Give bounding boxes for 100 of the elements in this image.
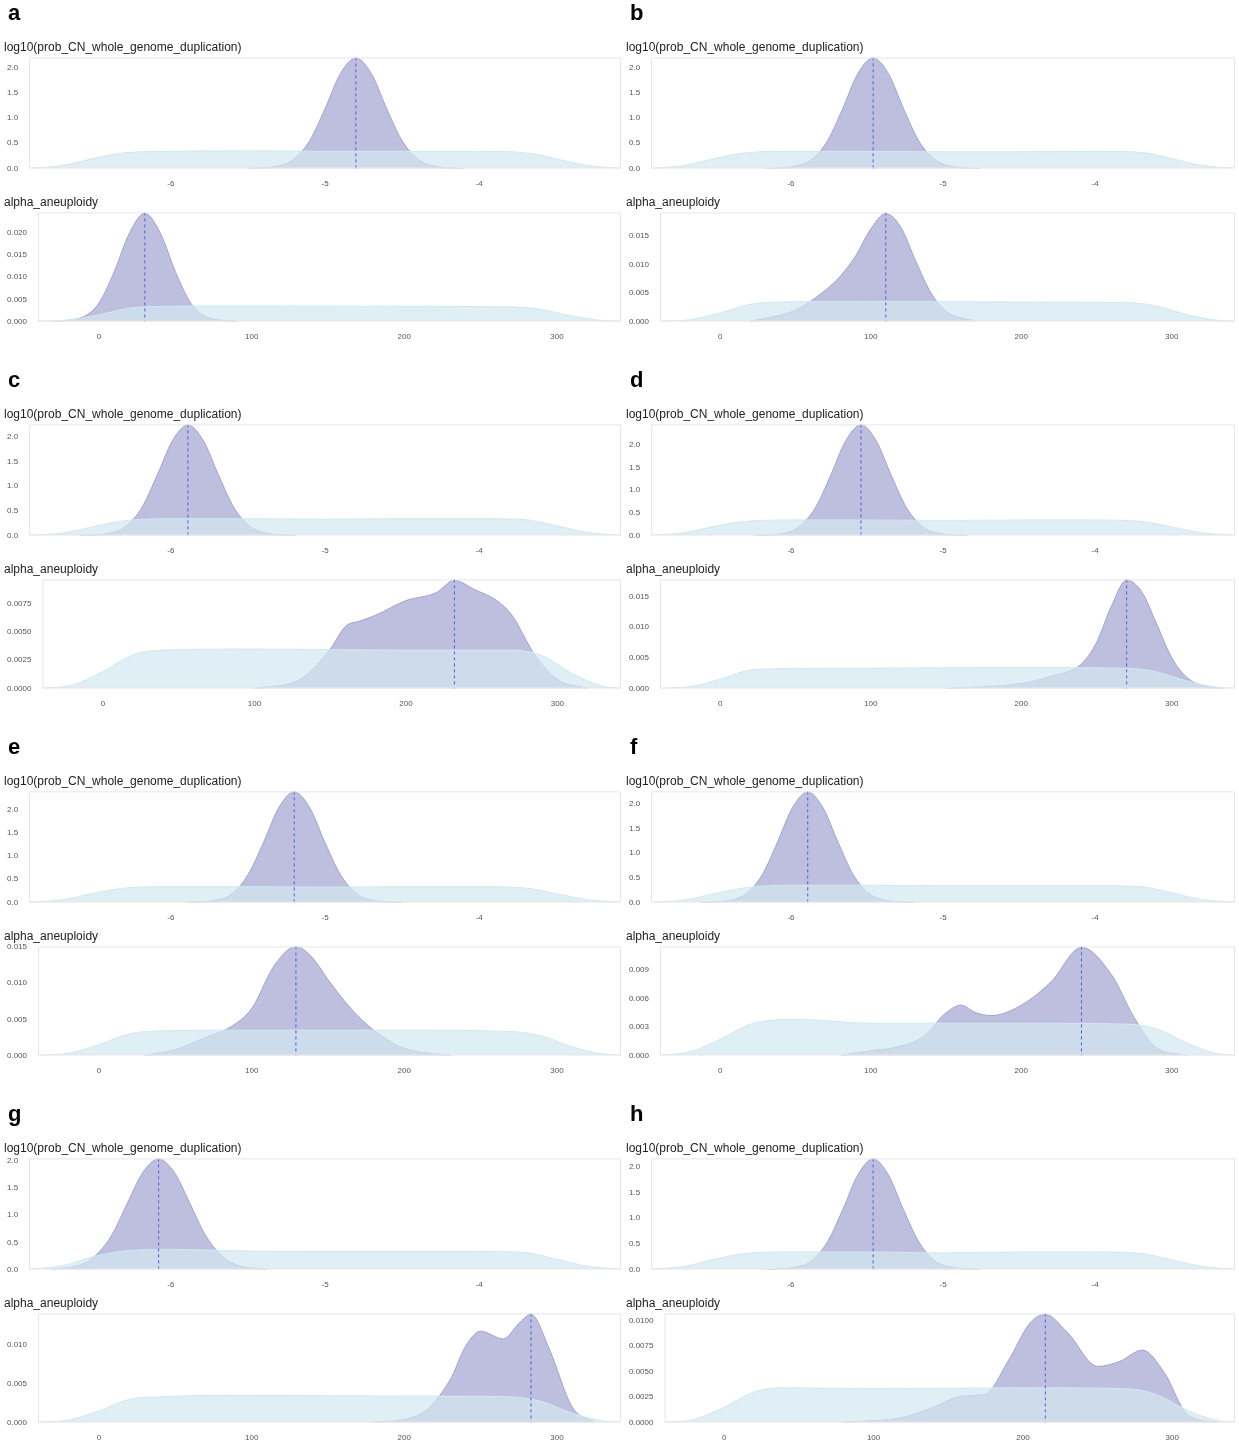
y-tick-label: 1.0 [629, 1213, 641, 1223]
y-tick-label: 0.006 [628, 993, 650, 1003]
y-tick-label: 0.005 [628, 652, 650, 662]
x-tick-label: 0 [718, 332, 723, 342]
x-tick-label: 200 [1014, 332, 1029, 342]
chart-title: alpha_aneuploidy [626, 194, 721, 209]
y-tick-label: 2.0 [629, 799, 641, 809]
text: g [8, 1101, 22, 1127]
text: e [8, 734, 21, 760]
x-tick-label: 300 [1165, 699, 1179, 709]
y-tick-label: 0.5 [629, 507, 641, 517]
y-tick-label: 0.0075 [629, 1341, 655, 1351]
x-tick-label: 300 [550, 1066, 565, 1076]
chart-title: log10(prob_CN_whole_genome_duplication) [4, 773, 242, 788]
y-tick-label: 0.015 [628, 591, 650, 601]
y-tick-label: 0.0000 [629, 1417, 655, 1427]
x-tick-label: -5 [939, 913, 948, 923]
x-tick-label: 300 [550, 332, 565, 342]
chart-title: log10(prob_CN_whole_genome_duplication) [4, 39, 242, 54]
x-tick-label: 0 [96, 1433, 102, 1441]
x-tick-label: 300 [550, 1433, 565, 1441]
x-tick-label: -6 [167, 179, 176, 189]
y-tick-label: 0.0025 [629, 1392, 655, 1402]
x-tick-label: 0 [718, 1066, 723, 1076]
x-tick-label: 200 [1014, 699, 1029, 709]
x-tick-label: 300 [1165, 332, 1179, 342]
x-tick-label: 200 [397, 332, 412, 342]
x-tick-label: -4 [475, 179, 484, 189]
x-tick-label: 0 [96, 1066, 102, 1076]
text: f [630, 734, 638, 760]
y-tick-label: 0.0 [7, 1264, 19, 1274]
y-tick-label: 0.009 [628, 965, 650, 975]
x-tick-label: 0 [100, 699, 106, 709]
y-tick-label: 0.5 [7, 1237, 19, 1247]
y-tick-label: 2.0 [629, 1161, 641, 1171]
x-tick-label: 200 [397, 1433, 412, 1441]
chart-title: alpha_aneuploidy [4, 1295, 99, 1310]
y-tick-label: 0.005 [6, 1378, 28, 1388]
y-tick-label: 0.000 [628, 1050, 650, 1060]
x-tick-label: 100 [247, 699, 262, 709]
x-tick-label: -4 [475, 913, 484, 923]
y-tick-label: 0.000 [6, 1417, 28, 1427]
y-tick-label: 0.015 [628, 231, 650, 240]
y-tick-label: 2.0 [7, 63, 19, 73]
y-tick-label: 2.0 [7, 1156, 19, 1166]
x-tick-label: -6 [167, 913, 176, 923]
chart-title: log10(prob_CN_whole_genome_duplication) [626, 39, 864, 54]
y-tick-label: 0.0 [7, 163, 19, 173]
y-tick-label: 1.0 [7, 113, 19, 123]
x-tick-label: -5 [321, 913, 330, 923]
x-tick-label: 200 [397, 1066, 412, 1076]
x-tick-label: -5 [939, 179, 948, 189]
y-tick-label: 1.0 [7, 481, 19, 491]
y-tick-label: 2.0 [629, 439, 641, 449]
text: a [8, 0, 21, 26]
y-tick-label: 0.010 [628, 259, 650, 269]
x-tick-label: 100 [245, 1066, 259, 1076]
y-tick-label: 0.0050 [7, 627, 33, 637]
x-tick-label: -4 [475, 1280, 484, 1290]
y-tick-label: 0.0 [7, 530, 19, 540]
x-tick-label: 300 [550, 699, 565, 709]
y-tick-label: 0.0025 [7, 655, 33, 665]
x-tick-label: -4 [1091, 546, 1100, 556]
x-tick-label: -6 [787, 546, 796, 556]
x-tick-label: -6 [787, 913, 796, 923]
x-tick-label: -6 [787, 179, 796, 189]
y-tick-label: 0.000 [6, 1050, 28, 1060]
y-tick-label: 0.0 [629, 1264, 641, 1274]
x-tick-label: 200 [399, 699, 414, 709]
chart-title: alpha_aneuploidy [4, 928, 99, 943]
y-tick-label: 1.5 [7, 828, 19, 838]
x-tick-label: -6 [167, 1280, 176, 1290]
x-tick-label: -5 [321, 546, 330, 556]
y-tick-label: 0.5 [629, 1238, 641, 1248]
x-tick-label: 0 [718, 699, 723, 709]
y-tick-label: 0.005 [6, 1014, 28, 1024]
y-tick-label: 0.010 [6, 1340, 28, 1350]
x-tick-label: -4 [1091, 179, 1100, 189]
x-tick-label: 0 [96, 332, 102, 342]
text: b [630, 0, 644, 26]
chart-title: alpha_aneuploidy [626, 1295, 721, 1310]
y-tick-label: 1.5 [629, 88, 641, 98]
y-tick-label: 0.5 [629, 138, 641, 148]
x-tick-label: -4 [1091, 913, 1100, 923]
y-tick-label: 0.005 [628, 288, 650, 298]
y-tick-label: 1.5 [7, 88, 19, 98]
x-tick-label: 100 [864, 699, 878, 709]
y-tick-label: 1.0 [629, 848, 641, 858]
x-tick-label: -5 [939, 546, 948, 556]
y-tick-label: 1.0 [7, 1210, 19, 1220]
x-tick-label: 100 [864, 332, 878, 342]
y-tick-label: 0.0075 [7, 599, 33, 609]
y-tick-label: 0.5 [7, 874, 19, 884]
x-tick-label: 100 [245, 1433, 259, 1441]
text: h [630, 1101, 644, 1127]
y-tick-label: 1.0 [629, 485, 641, 495]
y-tick-label: 0.010 [628, 622, 650, 632]
y-tick-label: 0.000 [6, 316, 28, 326]
x-tick-label: 300 [1165, 1066, 1179, 1076]
y-tick-label: 0.010 [6, 978, 28, 988]
